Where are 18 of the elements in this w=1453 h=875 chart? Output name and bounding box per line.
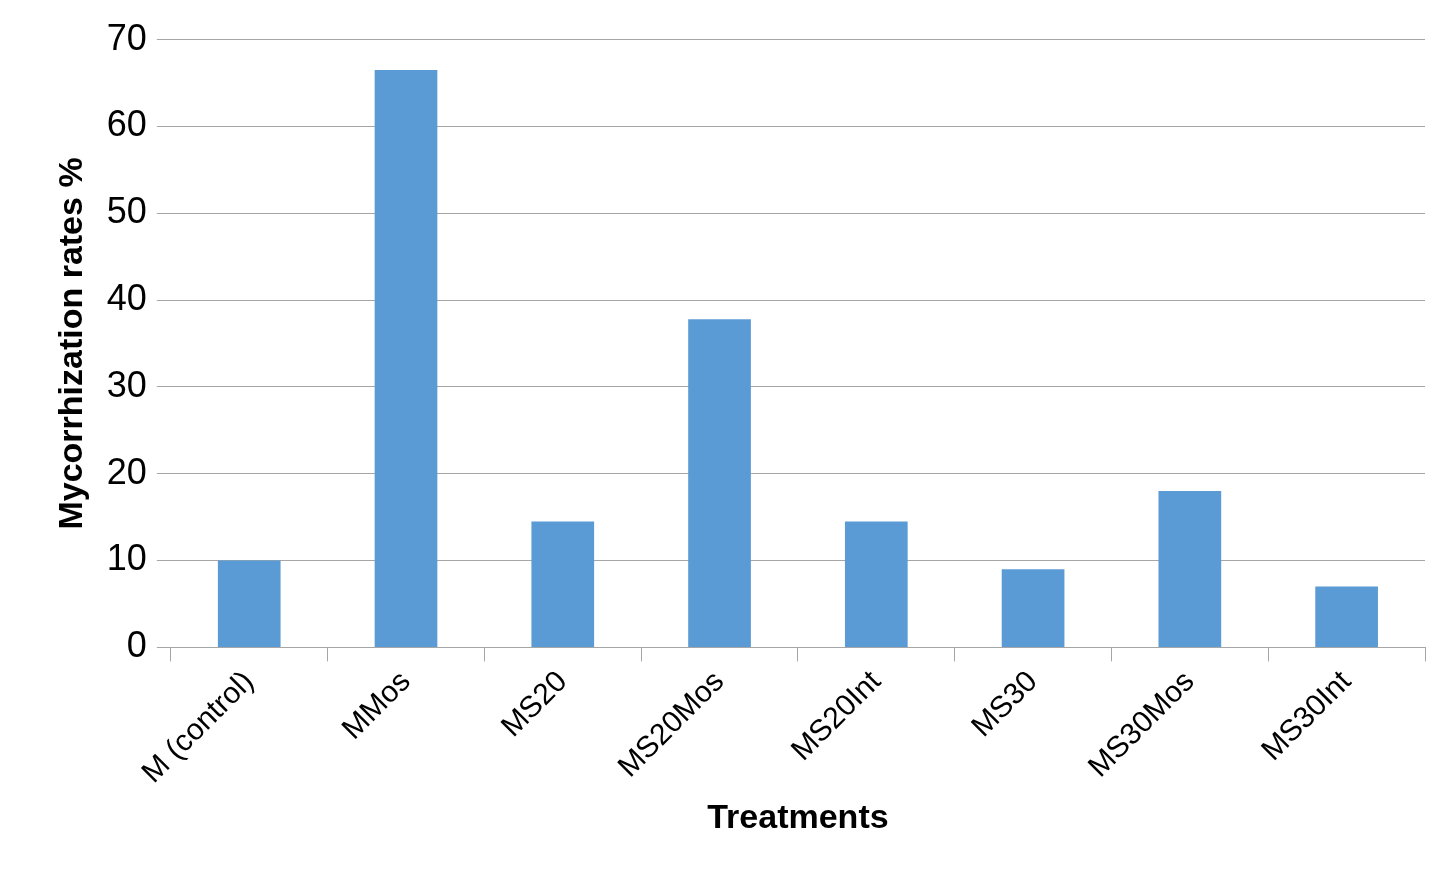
bar: [1001, 569, 1065, 647]
bar: [531, 521, 595, 647]
y-tick-label: 40: [106, 277, 147, 318]
y-tick-label: 70: [106, 16, 147, 58]
y-tick-label: 20: [106, 450, 147, 492]
y-tick-label: 60: [106, 103, 147, 145]
y-tick-label: 50: [106, 190, 147, 232]
bar: [688, 319, 751, 647]
y-tick-label: 0: [126, 624, 147, 666]
y-tick-label: 30: [106, 363, 147, 405]
bar: [1158, 491, 1222, 647]
bar: [844, 521, 908, 647]
y-tick-label: 10: [106, 537, 147, 579]
y-axis-title: Mycorrhization rates %: [50, 157, 89, 530]
bar: [1315, 586, 1378, 647]
bar: [217, 560, 281, 647]
x-axis-title: Treatments: [707, 796, 889, 835]
bar: [374, 69, 438, 647]
